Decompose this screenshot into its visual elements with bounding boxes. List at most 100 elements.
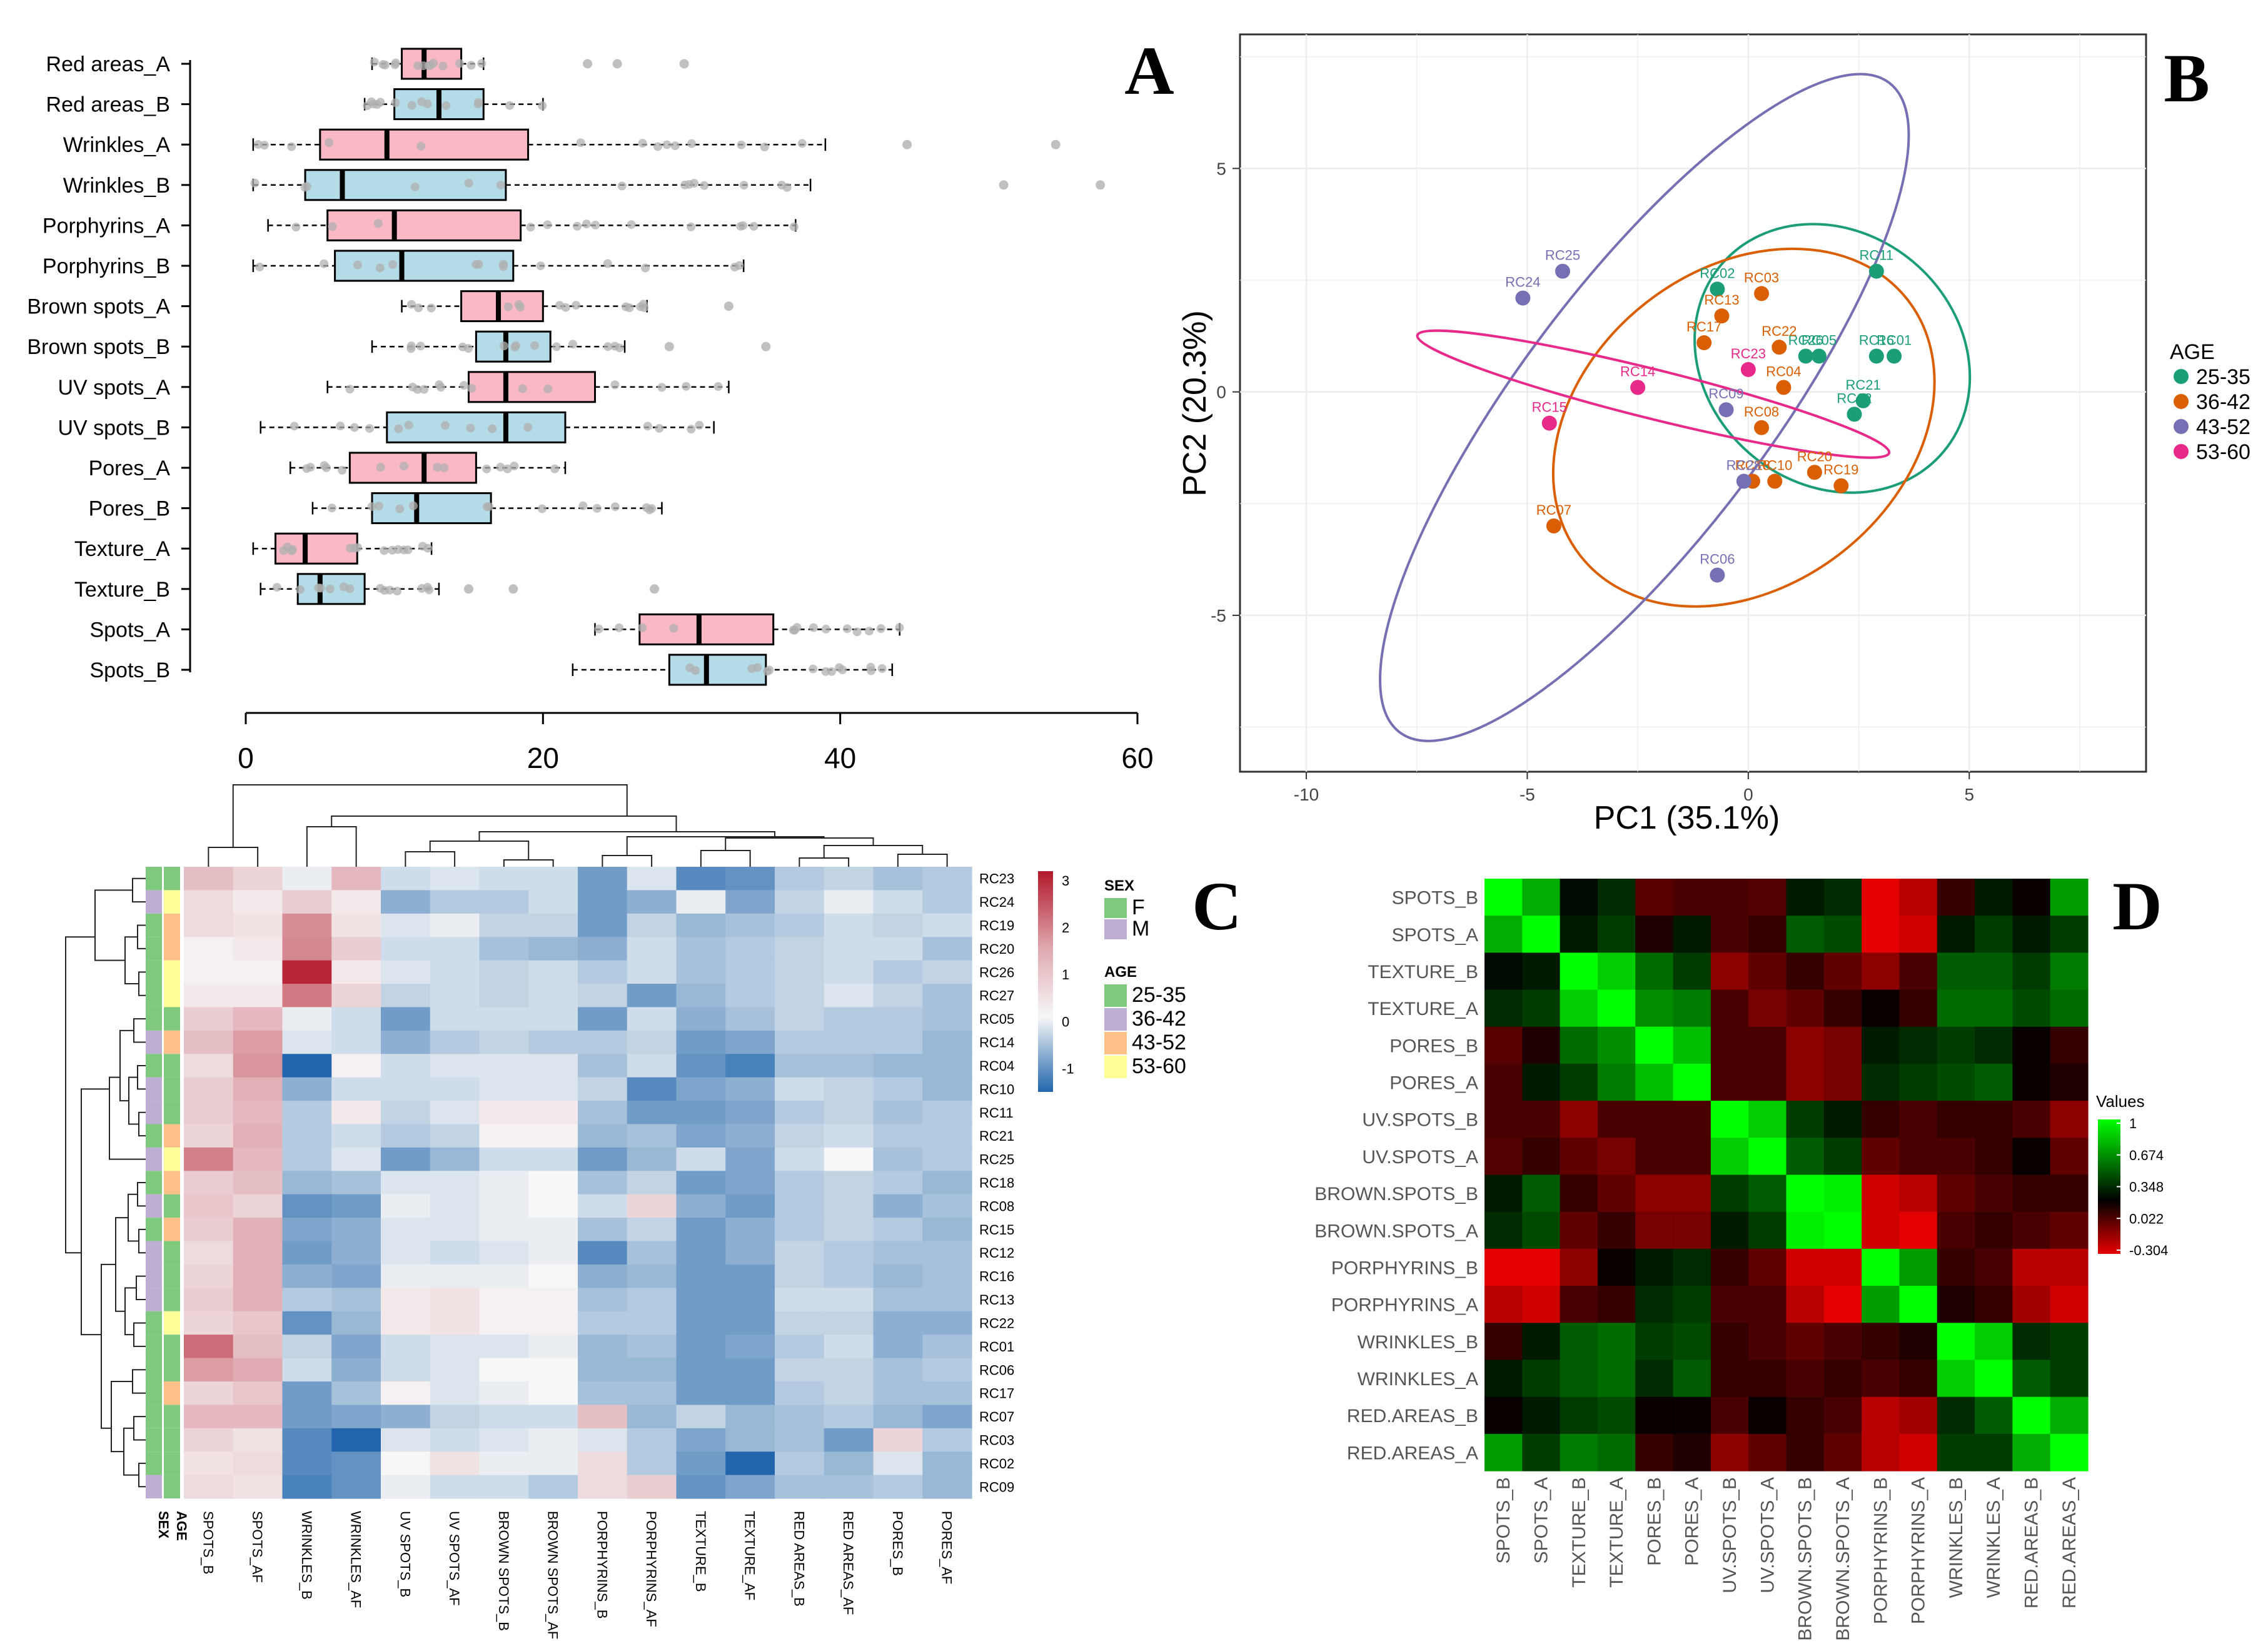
point-label: RC08 (1744, 404, 1779, 420)
heatmap-cell (775, 1171, 825, 1195)
heatmap-cell (528, 937, 578, 961)
age-annotation-cell (164, 1101, 180, 1124)
column-label: WRINKLES_A (1983, 1477, 2004, 1598)
heatmap-cell (282, 960, 332, 984)
heatmap-cell (725, 1218, 775, 1242)
column-label: PORES_B (890, 1511, 905, 1576)
heatmap-cell (775, 1288, 825, 1312)
sex-annotation-cell (146, 937, 162, 961)
column-label: PORES_A (1682, 1477, 1703, 1566)
data-point (617, 181, 627, 191)
data-point (419, 61, 428, 71)
heatmap-cell (873, 1241, 923, 1265)
correlation-cell (1937, 1211, 1975, 1250)
row-label: RC07 (979, 1409, 1014, 1425)
correlation-cell (1673, 879, 1711, 916)
heatmap-cell (430, 1335, 480, 1359)
data-point (749, 221, 759, 231)
heatmap-cell (282, 1358, 332, 1382)
heatmap-cell (725, 1101, 775, 1125)
heatmap-cell (725, 1147, 775, 1171)
heatmap-cell (233, 1241, 283, 1265)
data-point (474, 260, 483, 269)
correlation-cell (1937, 1101, 1975, 1138)
row-label: TEXTURE_B (1368, 962, 1478, 982)
category-label: Brown spots_A (27, 295, 170, 319)
correlation-cell (1899, 1174, 1938, 1213)
age-annotation-cell (164, 1194, 180, 1218)
correlation-cell (1560, 1174, 1598, 1213)
sex-annotation-cell (146, 1077, 162, 1101)
heatmap-cell (725, 937, 775, 961)
colorbar (1038, 871, 1053, 1092)
data-point (895, 623, 904, 632)
data-point (687, 425, 696, 434)
correlation-cell (1823, 1138, 1862, 1176)
data-point (325, 584, 335, 593)
dendrogram-link (429, 841, 530, 860)
heatmap-cell (331, 1405, 381, 1429)
data-point (373, 219, 383, 228)
heatmap-cell (184, 1428, 234, 1452)
correlation-cell (1635, 989, 1674, 1027)
heatmap-cell (775, 1194, 825, 1218)
column-label: PORES_B (1644, 1477, 1665, 1566)
heatmap-cell (725, 1054, 775, 1078)
confidence-ellipse (1416, 329, 1891, 459)
data-point (408, 382, 417, 391)
heatmap-cell (430, 960, 480, 984)
heatmap-cell (725, 1405, 775, 1429)
x-tick-label: 40 (824, 742, 856, 774)
correlation-cell (2050, 1360, 2089, 1398)
heatmap-cell (725, 1288, 775, 1312)
correlation-cell (1862, 879, 1900, 916)
heatmap-cell (184, 1288, 234, 1312)
dendrogram-link (132, 877, 146, 903)
heatmap-cell (873, 1335, 923, 1359)
annotation-label: SEX (156, 1511, 171, 1538)
y-tick-label: -5 (1211, 606, 1226, 625)
heatmap-cell (824, 1264, 874, 1288)
correlation-cell (1823, 1248, 1862, 1286)
heatmap-cell (479, 1171, 529, 1195)
row-label: RC16 (979, 1269, 1014, 1285)
correlation-cell (1673, 1248, 1711, 1286)
colorbar-tick-label: 1 (1062, 967, 1069, 982)
point-label: RC16 (1859, 332, 1894, 348)
age-annotation-cell (164, 1007, 180, 1031)
data-point (290, 422, 299, 431)
age-annotation-cell (164, 1358, 180, 1381)
data-point (615, 623, 624, 632)
correlation-cell (1748, 952, 1787, 991)
heatmap-cell (676, 1428, 726, 1452)
data-point (738, 221, 748, 230)
dendrogram-link (133, 1018, 146, 1043)
correlation-cell (1522, 1138, 1561, 1176)
heatmap-cell (824, 1241, 874, 1265)
heatmap-cell (824, 913, 874, 937)
correlation-cell (1937, 1063, 1975, 1101)
dendrogram-link (115, 1217, 128, 1312)
heatmap-cell (184, 1405, 234, 1429)
data-point (552, 342, 561, 351)
heatmap-cell (824, 1452, 874, 1476)
correlation-cell (1710, 879, 1749, 916)
correlation-cell (1560, 1323, 1598, 1361)
correlation-cell (2012, 1211, 2051, 1250)
correlation-cell (1899, 1063, 1938, 1101)
correlation-cell (1484, 1323, 1523, 1361)
data-point (423, 582, 432, 592)
colorbar-tick-label: -1 (1062, 1061, 1074, 1076)
y-axis-title: PC2 (20.3%) (1177, 310, 1213, 497)
sex-annotation-cell (146, 867, 162, 891)
correlation-cell (1522, 1101, 1561, 1138)
legend-swatch (2174, 419, 2189, 434)
correlation-cell (1673, 1063, 1711, 1101)
column-dendrogram (208, 784, 948, 867)
heatmap-cell (331, 1030, 381, 1054)
panel-b-pca-scatter: -10 -5 0 5 -5 0 5 PC1 (35.1%) PC2 (20.3%) RC02 RC1… (1177, 33, 2250, 836)
legend-label: 43-52 (2196, 415, 2250, 439)
data-point (388, 545, 397, 555)
correlation-cell (1710, 1211, 1749, 1250)
correlation-cell (1823, 1101, 1862, 1138)
